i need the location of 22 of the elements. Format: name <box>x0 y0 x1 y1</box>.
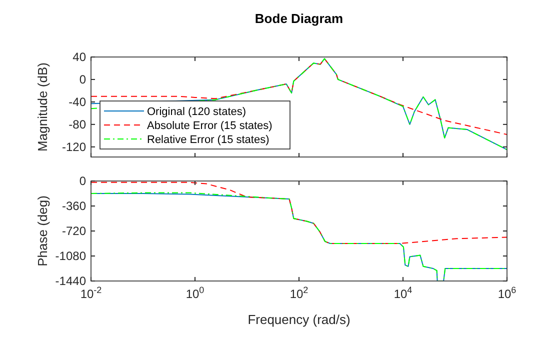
x-tick-label: 10$^{2}$ <box>290 285 308 301</box>
x-axis-title: Frequency (rad/s) <box>248 312 350 327</box>
y-tick-label: -720 <box>62 224 86 238</box>
legend-label: Relative Error (15 states) <box>147 134 270 146</box>
chart-title: Bode Diagram <box>254 11 344 26</box>
y-tick-label: -40 <box>68 94 86 109</box>
y-tick-label: -360 <box>62 199 86 213</box>
y-tick-label: 40 <box>72 50 86 64</box>
x-tick-label: 10$^{4}$ <box>394 285 412 301</box>
y-axis-title: Phase (deg) <box>35 196 50 266</box>
y-tick-label: 0 <box>79 174 86 188</box>
y-tick-label: -80 <box>68 117 86 132</box>
y-tick-label: 0 <box>79 72 86 86</box>
x-tick-label: 10$^{0}$ <box>186 285 204 301</box>
y-tick-label: -120 <box>62 140 86 154</box>
legend-label: Absolute Error (15 states) <box>147 120 272 132</box>
x-tick-label: 10$^{-2}$ <box>80 285 102 301</box>
y-tick-label: -1080 <box>55 249 86 263</box>
y-tick-label: -1440 <box>55 274 86 288</box>
x-tick-label: 10$^{6}$ <box>498 285 516 301</box>
legend-label: Original (120 states) <box>147 106 246 118</box>
y-axis-title: Magnitude (dB) <box>35 62 50 152</box>
